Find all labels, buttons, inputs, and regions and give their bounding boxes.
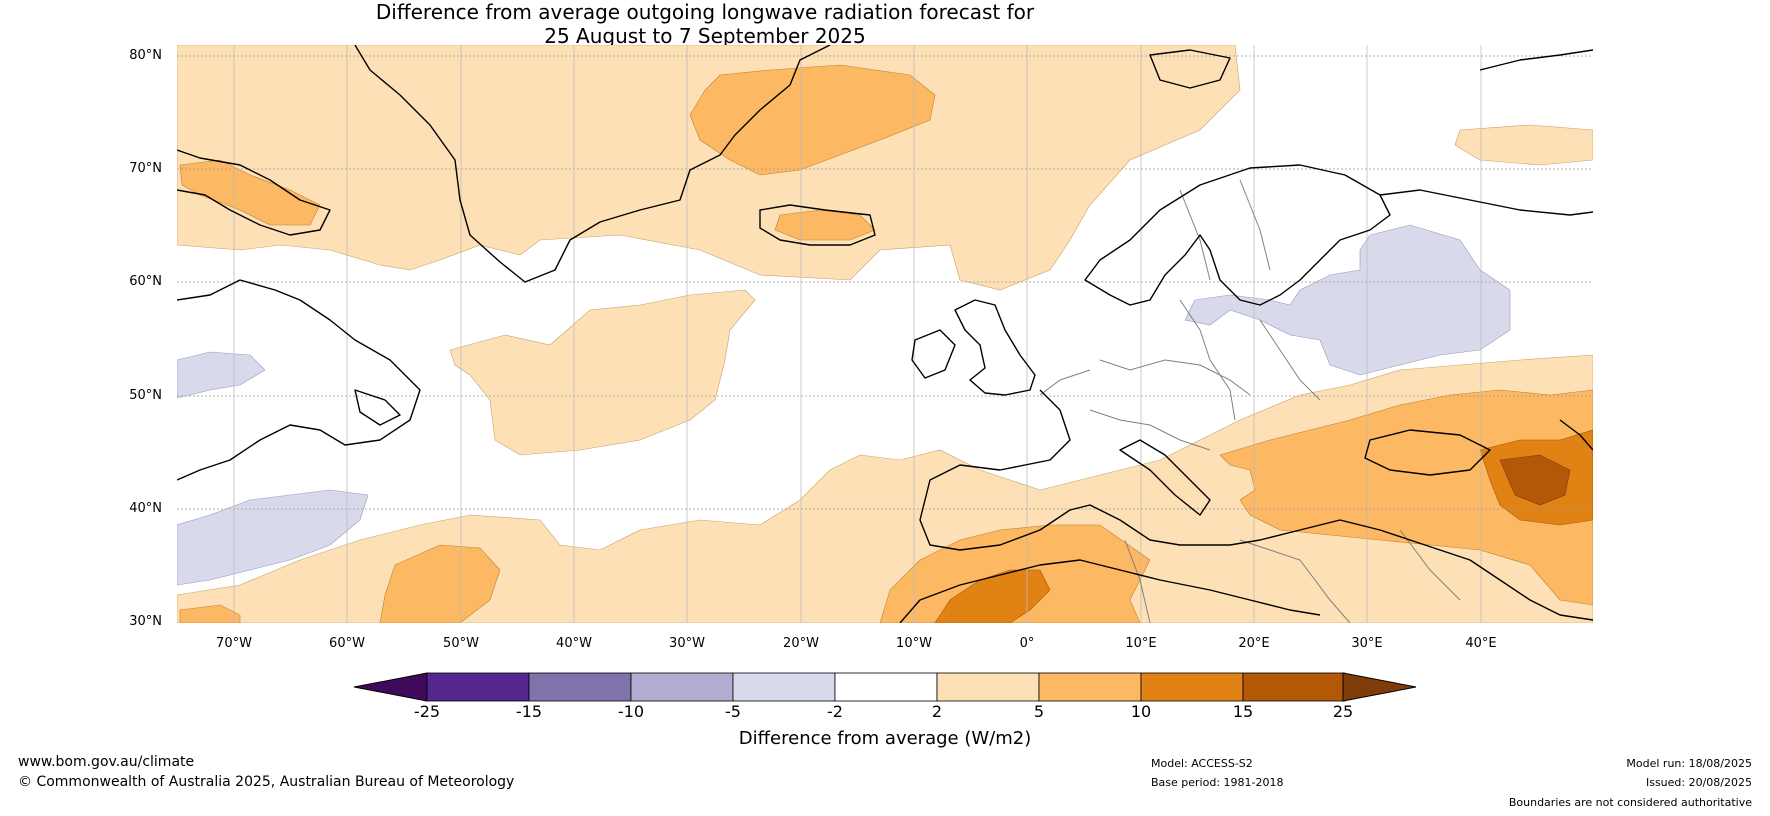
lon-label-30e: 30°E: [1351, 636, 1383, 651]
lat-label-40n: 40°N: [129, 501, 162, 516]
boundaries-disclaimer: Boundaries are not considered authoritat…: [1508, 796, 1752, 809]
coastlines: [177, 45, 1593, 623]
lon-label-60w: 60°W: [329, 636, 365, 651]
lon-label-40w: 40°W: [556, 636, 592, 651]
model-name: Model: ACCESS-S2: [1151, 757, 1253, 770]
longitude-gridlines: [233, 45, 1482, 623]
colorbar-tick-label: -2: [827, 702, 843, 721]
country-borders: [1039, 179, 1461, 623]
base-period: Base period: 1981-2018: [1151, 776, 1284, 789]
colorbar-segment: [1140, 672, 1244, 702]
colorbar-segment: [630, 672, 734, 702]
lon-label-10w: 10°W: [896, 636, 932, 651]
model-run-date: Model run: 18/08/2025: [1626, 757, 1752, 770]
colorbar-segment: [528, 672, 632, 702]
colorbar-tick-label: -15: [515, 702, 543, 721]
latitude-gridlines: [177, 55, 1593, 510]
colorbar-tick-label: -5: [725, 702, 741, 721]
colorbar-tick-label: 25: [1332, 702, 1354, 721]
lat-label-60n: 60°N: [129, 274, 162, 289]
colorbar-extend-low: [353, 672, 428, 702]
anomaly-minus5-to-minus2: [177, 224, 1511, 586]
colorbar-segment: [936, 672, 1040, 702]
copyright-text: © Commonwealth of Australia 2025, Austra…: [18, 774, 515, 790]
lon-label-70w: 70°W: [216, 636, 252, 651]
lon-label-0: 0°: [1019, 636, 1035, 651]
anomaly-2-to-5: [177, 45, 1593, 623]
colorbar-tick-label: 5: [1033, 702, 1045, 721]
colorbar-segment: [834, 672, 938, 702]
colorbar-segment: [1038, 672, 1142, 702]
colorbar-tick-label: 15: [1232, 702, 1254, 721]
colorbar-tick-label: -25: [413, 702, 441, 721]
lon-label-40e: 40°E: [1465, 636, 1497, 651]
colorbar-segment: [732, 672, 836, 702]
lon-label-20e: 20°E: [1238, 636, 1270, 651]
lat-label-70n: 70°N: [129, 161, 162, 176]
lat-label-30n: 30°N: [129, 614, 162, 629]
colorbar-segment: [1242, 672, 1346, 702]
website-link[interactable]: www.bom.gov.au/climate: [18, 754, 195, 770]
colorbar-tick-label: 2: [931, 702, 943, 721]
lon-label-30w: 30°W: [669, 636, 705, 651]
map-title: Difference from average outgoing longwav…: [0, 0, 1410, 48]
title-line-2: 25 August to 7 September 2025: [544, 24, 866, 48]
lat-label-80n: 80°N: [129, 48, 162, 63]
colorbar-segment: [426, 672, 530, 702]
issued-date: Issued: 20/08/2025: [1645, 776, 1752, 789]
lon-label-10e: 10°E: [1125, 636, 1157, 651]
colorbar-extend-high: [1342, 672, 1417, 702]
anomaly-15-to-25: [1499, 454, 1571, 506]
colorbar: [353, 672, 1417, 702]
colorbar-tick-label: -10: [617, 702, 645, 721]
lat-label-50n: 50°N: [129, 388, 162, 403]
colorbar-title: Difference from average (W/m2): [738, 728, 1032, 749]
title-line-1: Difference from average outgoing longwav…: [375, 0, 1035, 24]
lon-label-50w: 50°W: [443, 636, 479, 651]
colorbar-tick-label: 10: [1130, 702, 1152, 721]
lon-label-20w: 20°W: [783, 636, 819, 651]
anomaly-5-to-10: [179, 64, 1593, 623]
